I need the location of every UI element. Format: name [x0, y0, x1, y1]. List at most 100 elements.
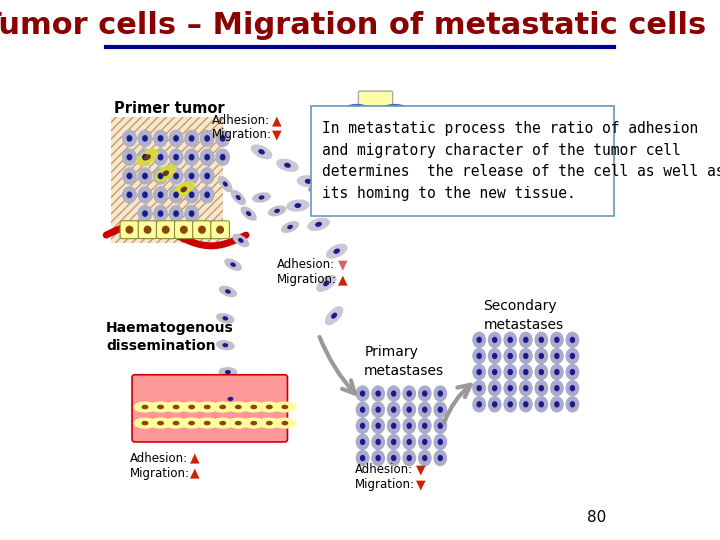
Ellipse shape: [523, 369, 528, 375]
Ellipse shape: [189, 136, 194, 141]
Ellipse shape: [235, 406, 241, 409]
Ellipse shape: [223, 317, 228, 320]
Ellipse shape: [372, 450, 384, 465]
Ellipse shape: [418, 418, 431, 433]
Ellipse shape: [287, 200, 309, 211]
Ellipse shape: [247, 212, 251, 215]
Ellipse shape: [138, 187, 152, 203]
Ellipse shape: [282, 422, 287, 424]
Text: Secondary
metastases: Secondary metastases: [483, 300, 564, 332]
Ellipse shape: [185, 206, 198, 221]
Ellipse shape: [392, 407, 396, 412]
Ellipse shape: [356, 402, 369, 417]
Text: ▼: ▼: [416, 478, 426, 491]
Ellipse shape: [259, 150, 264, 154]
Ellipse shape: [551, 332, 563, 347]
Ellipse shape: [346, 169, 369, 178]
Ellipse shape: [403, 402, 415, 417]
Ellipse shape: [288, 226, 292, 228]
Ellipse shape: [138, 130, 152, 146]
Ellipse shape: [488, 332, 501, 347]
Ellipse shape: [508, 338, 512, 342]
Ellipse shape: [282, 222, 298, 232]
Text: ▼: ▼: [338, 258, 348, 271]
Ellipse shape: [354, 194, 361, 196]
Ellipse shape: [316, 222, 321, 226]
Text: Migration:: Migration:: [277, 273, 337, 286]
Ellipse shape: [325, 307, 343, 325]
Ellipse shape: [143, 173, 147, 179]
Ellipse shape: [387, 450, 400, 465]
Ellipse shape: [372, 434, 384, 449]
FancyBboxPatch shape: [132, 375, 287, 442]
Ellipse shape: [200, 187, 214, 203]
Ellipse shape: [334, 249, 339, 253]
Ellipse shape: [376, 391, 380, 396]
Ellipse shape: [220, 136, 225, 141]
Ellipse shape: [185, 130, 198, 146]
Ellipse shape: [122, 130, 136, 146]
Ellipse shape: [204, 406, 210, 409]
Ellipse shape: [387, 402, 400, 417]
Ellipse shape: [266, 422, 272, 424]
Ellipse shape: [156, 165, 176, 181]
Ellipse shape: [473, 332, 485, 347]
Ellipse shape: [228, 397, 233, 400]
Ellipse shape: [205, 136, 210, 141]
Ellipse shape: [361, 423, 364, 428]
Ellipse shape: [158, 211, 163, 216]
Ellipse shape: [274, 418, 296, 428]
Ellipse shape: [181, 226, 187, 233]
Text: Tumor cells – Migration of metastatic cells 1: Tumor cells – Migration of metastatic ce…: [0, 11, 720, 40]
Ellipse shape: [372, 386, 384, 401]
Ellipse shape: [228, 418, 249, 428]
Ellipse shape: [205, 154, 210, 160]
Ellipse shape: [477, 386, 481, 390]
Ellipse shape: [477, 402, 481, 407]
Ellipse shape: [174, 154, 179, 160]
Ellipse shape: [181, 418, 202, 428]
Ellipse shape: [346, 105, 369, 113]
Text: Adhesion:: Adhesion:: [277, 258, 336, 271]
Ellipse shape: [243, 418, 265, 428]
Ellipse shape: [305, 180, 311, 183]
Ellipse shape: [174, 422, 179, 424]
Ellipse shape: [143, 192, 147, 198]
Ellipse shape: [243, 402, 265, 412]
Text: Migration:: Migration:: [355, 478, 415, 491]
Ellipse shape: [197, 418, 218, 428]
Ellipse shape: [570, 402, 575, 407]
Ellipse shape: [434, 450, 446, 465]
Ellipse shape: [418, 434, 431, 449]
Ellipse shape: [143, 136, 147, 141]
Ellipse shape: [473, 397, 485, 412]
Ellipse shape: [566, 397, 579, 412]
Ellipse shape: [423, 391, 427, 396]
Ellipse shape: [383, 105, 406, 113]
Ellipse shape: [253, 193, 270, 202]
Ellipse shape: [269, 206, 286, 216]
Ellipse shape: [356, 418, 369, 433]
Ellipse shape: [154, 149, 167, 165]
Ellipse shape: [504, 348, 516, 363]
Ellipse shape: [376, 456, 380, 461]
Ellipse shape: [403, 418, 415, 433]
Ellipse shape: [163, 171, 168, 176]
Ellipse shape: [354, 129, 361, 131]
FancyBboxPatch shape: [193, 221, 211, 239]
Ellipse shape: [332, 313, 336, 318]
Ellipse shape: [226, 290, 230, 293]
Ellipse shape: [174, 136, 179, 141]
Ellipse shape: [408, 423, 411, 428]
Ellipse shape: [274, 402, 296, 412]
Ellipse shape: [220, 286, 236, 296]
Ellipse shape: [438, 423, 442, 428]
Ellipse shape: [126, 226, 132, 233]
Ellipse shape: [275, 210, 279, 212]
Ellipse shape: [387, 418, 400, 433]
Ellipse shape: [231, 263, 235, 266]
Ellipse shape: [199, 226, 205, 233]
Ellipse shape: [138, 150, 158, 165]
Ellipse shape: [158, 406, 163, 409]
Ellipse shape: [523, 338, 528, 342]
